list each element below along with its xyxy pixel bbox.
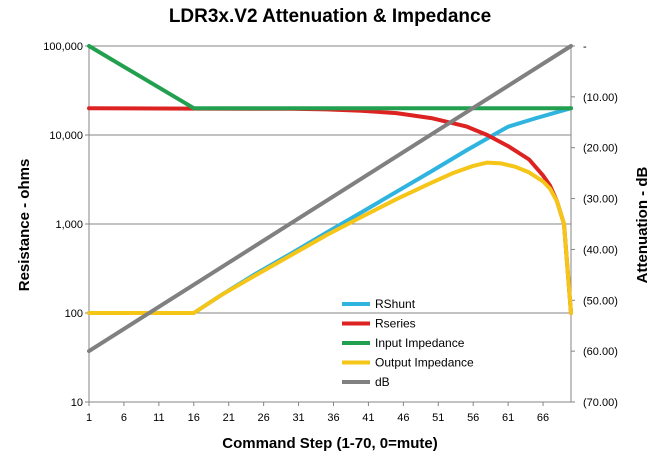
y-tick-label: 100 <box>65 308 83 320</box>
x-tick-label: 21 <box>223 412 235 424</box>
series-line-db <box>87 44 573 354</box>
series-line-output-impedance <box>87 160 573 315</box>
y2-tick-label: - <box>583 41 587 53</box>
y-axis-label: Resistance - ohms <box>16 159 33 292</box>
legend: RShunt Rseries Input Impedance Output Imped… <box>342 297 474 389</box>
chart-title: LDR3x.V2 Attenuation & Impedance <box>169 6 491 27</box>
x-tick-label: 46 <box>397 412 409 424</box>
legend-label-db: dB <box>375 375 390 389</box>
y2-tick-label: (10.00) <box>583 92 618 104</box>
x-tick-label: 41 <box>362 412 374 424</box>
y-tick-label: 10 <box>71 397 83 409</box>
y2-tick-label: (40.00) <box>583 244 618 256</box>
series-line-input-impedance <box>87 44 573 111</box>
y2-tick-label: (30.00) <box>583 194 618 206</box>
y2-tick-label: (60.00) <box>583 346 618 358</box>
x-tick-label: 6 <box>121 412 127 424</box>
legend-label-rseries: Rseries <box>375 317 416 331</box>
y-tick-label: 1,000 <box>55 219 83 231</box>
x-tick-label: 56 <box>467 412 479 424</box>
x-tick-label: 31 <box>292 412 304 424</box>
legend-label-output-impedance: Output Impedance <box>375 356 474 370</box>
y-tick-label: 10,000 <box>49 130 83 142</box>
x-tick-label: 16 <box>188 412 200 424</box>
y2-tick-label: (50.00) <box>583 295 618 307</box>
y-tick-label: 100,000 <box>43 41 83 53</box>
legend-label-rshunt: RShunt <box>375 297 416 311</box>
series-layer <box>87 44 573 354</box>
y2-tick-label: (70.00) <box>583 397 618 409</box>
x-tick-label: 66 <box>537 412 549 424</box>
x-axis-label: Command Step (1-70, 0=mute) <box>222 435 437 452</box>
x-tick-label: 11 <box>153 412 164 424</box>
x-tick-label: 61 <box>502 412 514 424</box>
axes: 100,000 10,000 1,000 100 10 - (10.00) (20.00) (3… <box>43 41 618 424</box>
x-tick-label: 51 <box>432 412 444 424</box>
x-tick-label: 1 <box>86 412 92 424</box>
x-tick-label: 26 <box>258 412 270 424</box>
y2-axis-label: Attenuation - dB <box>634 167 651 284</box>
legend-label-input-impedance: Input Impedance <box>375 336 465 350</box>
x-tick-label: 36 <box>327 412 339 424</box>
y2-tick-label: (20.00) <box>583 143 618 155</box>
